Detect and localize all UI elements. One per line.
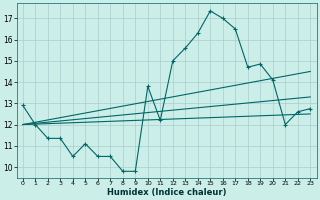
X-axis label: Humidex (Indice chaleur): Humidex (Indice chaleur) [107,188,226,197]
